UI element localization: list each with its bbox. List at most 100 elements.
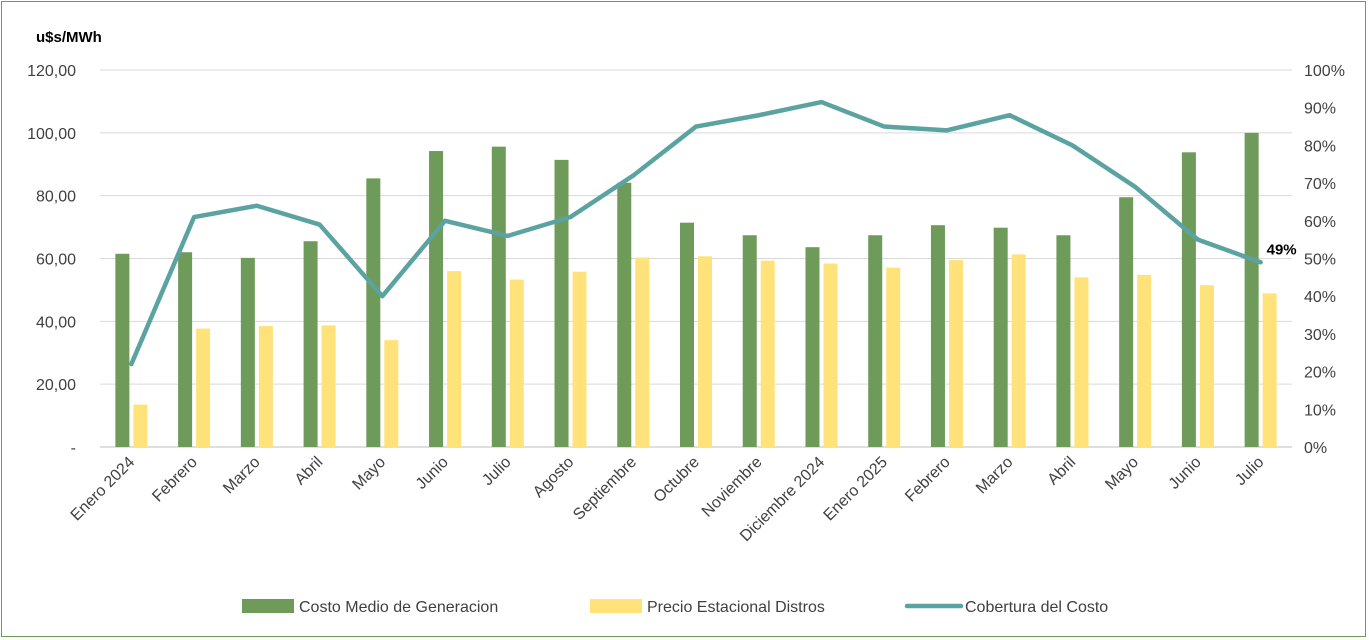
coverage-point <box>631 173 636 178</box>
right-axis-tick-label: 10% <box>1304 402 1336 419</box>
bar-precio-estacional <box>698 256 712 447</box>
bar-precio-estacional <box>760 260 775 447</box>
bar-costo-medio <box>993 227 1008 447</box>
coverage-point <box>568 215 573 220</box>
legend-swatch <box>242 599 294 613</box>
bar-precio-estacional <box>886 267 901 447</box>
category-label: Marzo <box>220 454 264 498</box>
coverage-point <box>694 124 698 129</box>
coverage-point <box>1133 184 1138 189</box>
category-label: Octubre <box>651 454 703 506</box>
bar-costo-medio <box>240 257 255 447</box>
bar-costo-medio <box>115 253 130 447</box>
bar-precio-estacional <box>258 326 273 447</box>
bar-precio-estacional <box>447 271 462 447</box>
bar-costo-medio <box>617 182 632 447</box>
coverage-line <box>129 99 1263 367</box>
bars <box>115 132 1277 448</box>
bar-precio-estacional <box>948 260 963 447</box>
bar-precio-estacional <box>1262 293 1277 447</box>
left-axis-tick-label: 60,00 <box>36 252 76 269</box>
bar-precio-estacional <box>133 404 148 447</box>
right-axis-ticks: 0% 10% 20% 30% 40% 50% 60% 70% 80% 90% 100% <box>1304 63 1345 457</box>
coverage-point <box>819 100 824 105</box>
bar-costo-medio <box>930 225 945 447</box>
bar-precio-estacional <box>823 263 838 447</box>
bar-precio-estacional <box>1199 285 1214 447</box>
coverage-point <box>254 203 259 208</box>
bar-costo-medio <box>805 247 820 447</box>
bar-costo-medio <box>366 178 381 447</box>
bar-costo-medio <box>491 146 506 447</box>
left-axis-unit-label: u$s/MWh <box>36 29 102 46</box>
coverage-point <box>944 128 949 133</box>
left-axis-tick-label: 120,00 <box>27 63 76 80</box>
bar-costo-medio <box>554 159 569 447</box>
right-axis-tick-label: 0% <box>1304 440 1327 457</box>
coverage-point <box>317 222 322 227</box>
right-axis-tick-label: 70% <box>1304 176 1336 193</box>
category-labels: Enero 2024 Febrero Marzo Abril Mayo Junio Juli… <box>68 454 1268 545</box>
bar-precio-estacional <box>509 279 524 447</box>
left-axis-tick-label: 80,00 <box>36 189 76 206</box>
category-label: Enero 2025 <box>821 454 892 525</box>
category-label: Febrero <box>902 454 954 506</box>
legend-label: Costo Medio de Generacion <box>299 599 498 616</box>
category-label: Abril <box>1045 454 1080 489</box>
bar-costo-medio <box>742 235 757 447</box>
coverage-point <box>192 215 197 220</box>
left-axis-tick-label: 40,00 <box>36 314 76 331</box>
category-label: Julio <box>1232 454 1267 489</box>
left-axis-tick-label: - <box>71 440 76 457</box>
end-value-label: 49% <box>1267 241 1297 258</box>
left-axis-tick-label: 20,00 <box>36 377 76 394</box>
right-axis-tick-label: 30% <box>1304 327 1336 344</box>
bar-costo-medio <box>429 151 444 447</box>
category-label: Julio <box>479 454 514 489</box>
right-axis-tick-label: 60% <box>1304 214 1336 231</box>
left-axis-ticks: - 20,00 40,00 60,00 80,00 100,00 120,00 <box>27 63 76 457</box>
coverage-line-layer <box>129 99 1263 367</box>
legend: Costo Medio de Generacion Precio Estacion… <box>242 599 1108 616</box>
bar-costo-medio <box>1119 197 1134 447</box>
coverage-point <box>756 113 761 118</box>
bar-precio-estacional <box>196 328 211 447</box>
bar-costo-medio <box>868 235 883 447</box>
legend-label: Cobertura del Costo <box>965 599 1108 616</box>
left-axis-tick-label: 100,00 <box>27 126 76 143</box>
category-label: Mayo <box>1102 454 1142 494</box>
bar-costo-medio <box>1181 152 1196 448</box>
bar-costo-medio <box>1056 235 1071 447</box>
coverage-point <box>129 362 134 367</box>
bar-precio-estacional <box>384 340 399 447</box>
coverage-point <box>1195 237 1200 242</box>
coverage-point <box>505 233 510 238</box>
right-axis-tick-label: 90% <box>1304 101 1336 118</box>
bar-costo-medio <box>680 222 694 447</box>
bar-precio-estacional <box>572 271 587 447</box>
right-axis-tick-label: 80% <box>1304 138 1336 155</box>
category-label: Junio <box>1166 454 1205 493</box>
category-label: Noviembre <box>699 454 766 521</box>
bar-precio-estacional <box>1011 254 1026 447</box>
category-label: Mayo <box>349 454 389 494</box>
category-label: Abril <box>292 454 327 489</box>
bar-costo-medio <box>303 241 318 447</box>
bar-precio-estacional <box>1074 277 1089 447</box>
coverage-point <box>1007 113 1012 118</box>
category-label: Febrero <box>149 454 201 506</box>
category-label: Enero 2024 <box>68 454 139 525</box>
gridlines <box>100 69 1292 448</box>
category-label: Septiembre <box>570 454 640 524</box>
bar-costo-medio <box>1244 132 1259 448</box>
right-axis-tick-label: 20% <box>1304 365 1336 382</box>
category-label: Marzo <box>973 454 1017 498</box>
category-label: Junio <box>413 454 452 493</box>
coverage-point <box>882 124 887 129</box>
legend-label: Precio Estacional Distros <box>647 599 825 616</box>
right-axis-tick-label: 50% <box>1304 252 1336 269</box>
coverage-point <box>380 294 385 299</box>
category-label: Agosto <box>530 454 577 501</box>
